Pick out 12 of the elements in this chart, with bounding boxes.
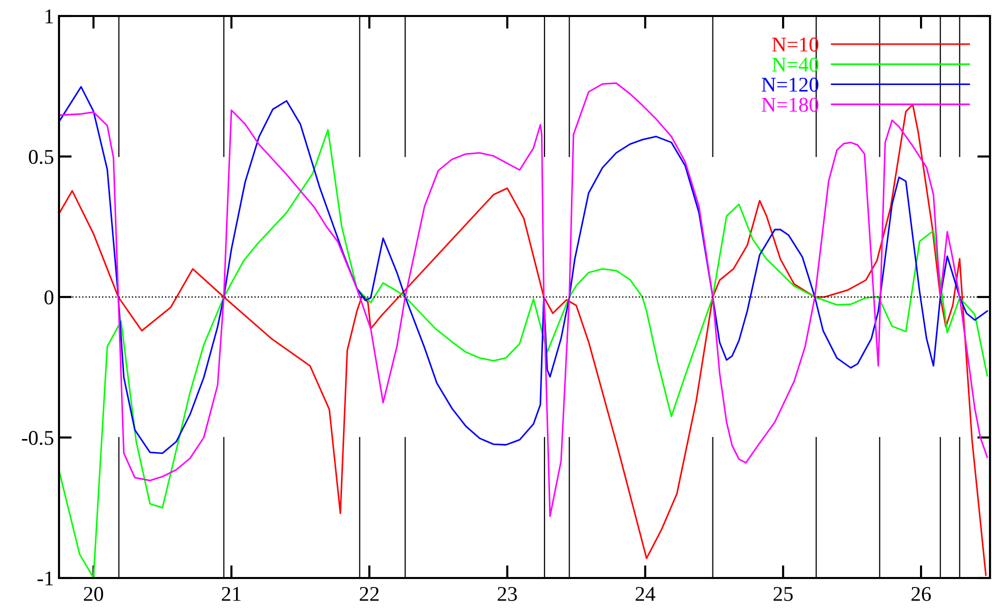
x-tick-label: 21	[222, 586, 241, 601]
x-tick-label: 23	[498, 586, 517, 601]
y-tick-label: 0.5	[28, 150, 54, 164]
x-tick-label: 25	[774, 586, 793, 601]
x-tick-label: 22	[360, 586, 379, 601]
x-tick-label: 20	[84, 586, 104, 601]
y-tick-label: 1	[46, 9, 53, 24]
y-tick-label: -1	[38, 571, 53, 586]
x-tick-label: 24	[636, 586, 656, 601]
y-tick-label: -0.5	[22, 430, 54, 446]
x-tick-label: 26	[912, 586, 931, 601]
y-tick-label: 0	[44, 290, 54, 304]
